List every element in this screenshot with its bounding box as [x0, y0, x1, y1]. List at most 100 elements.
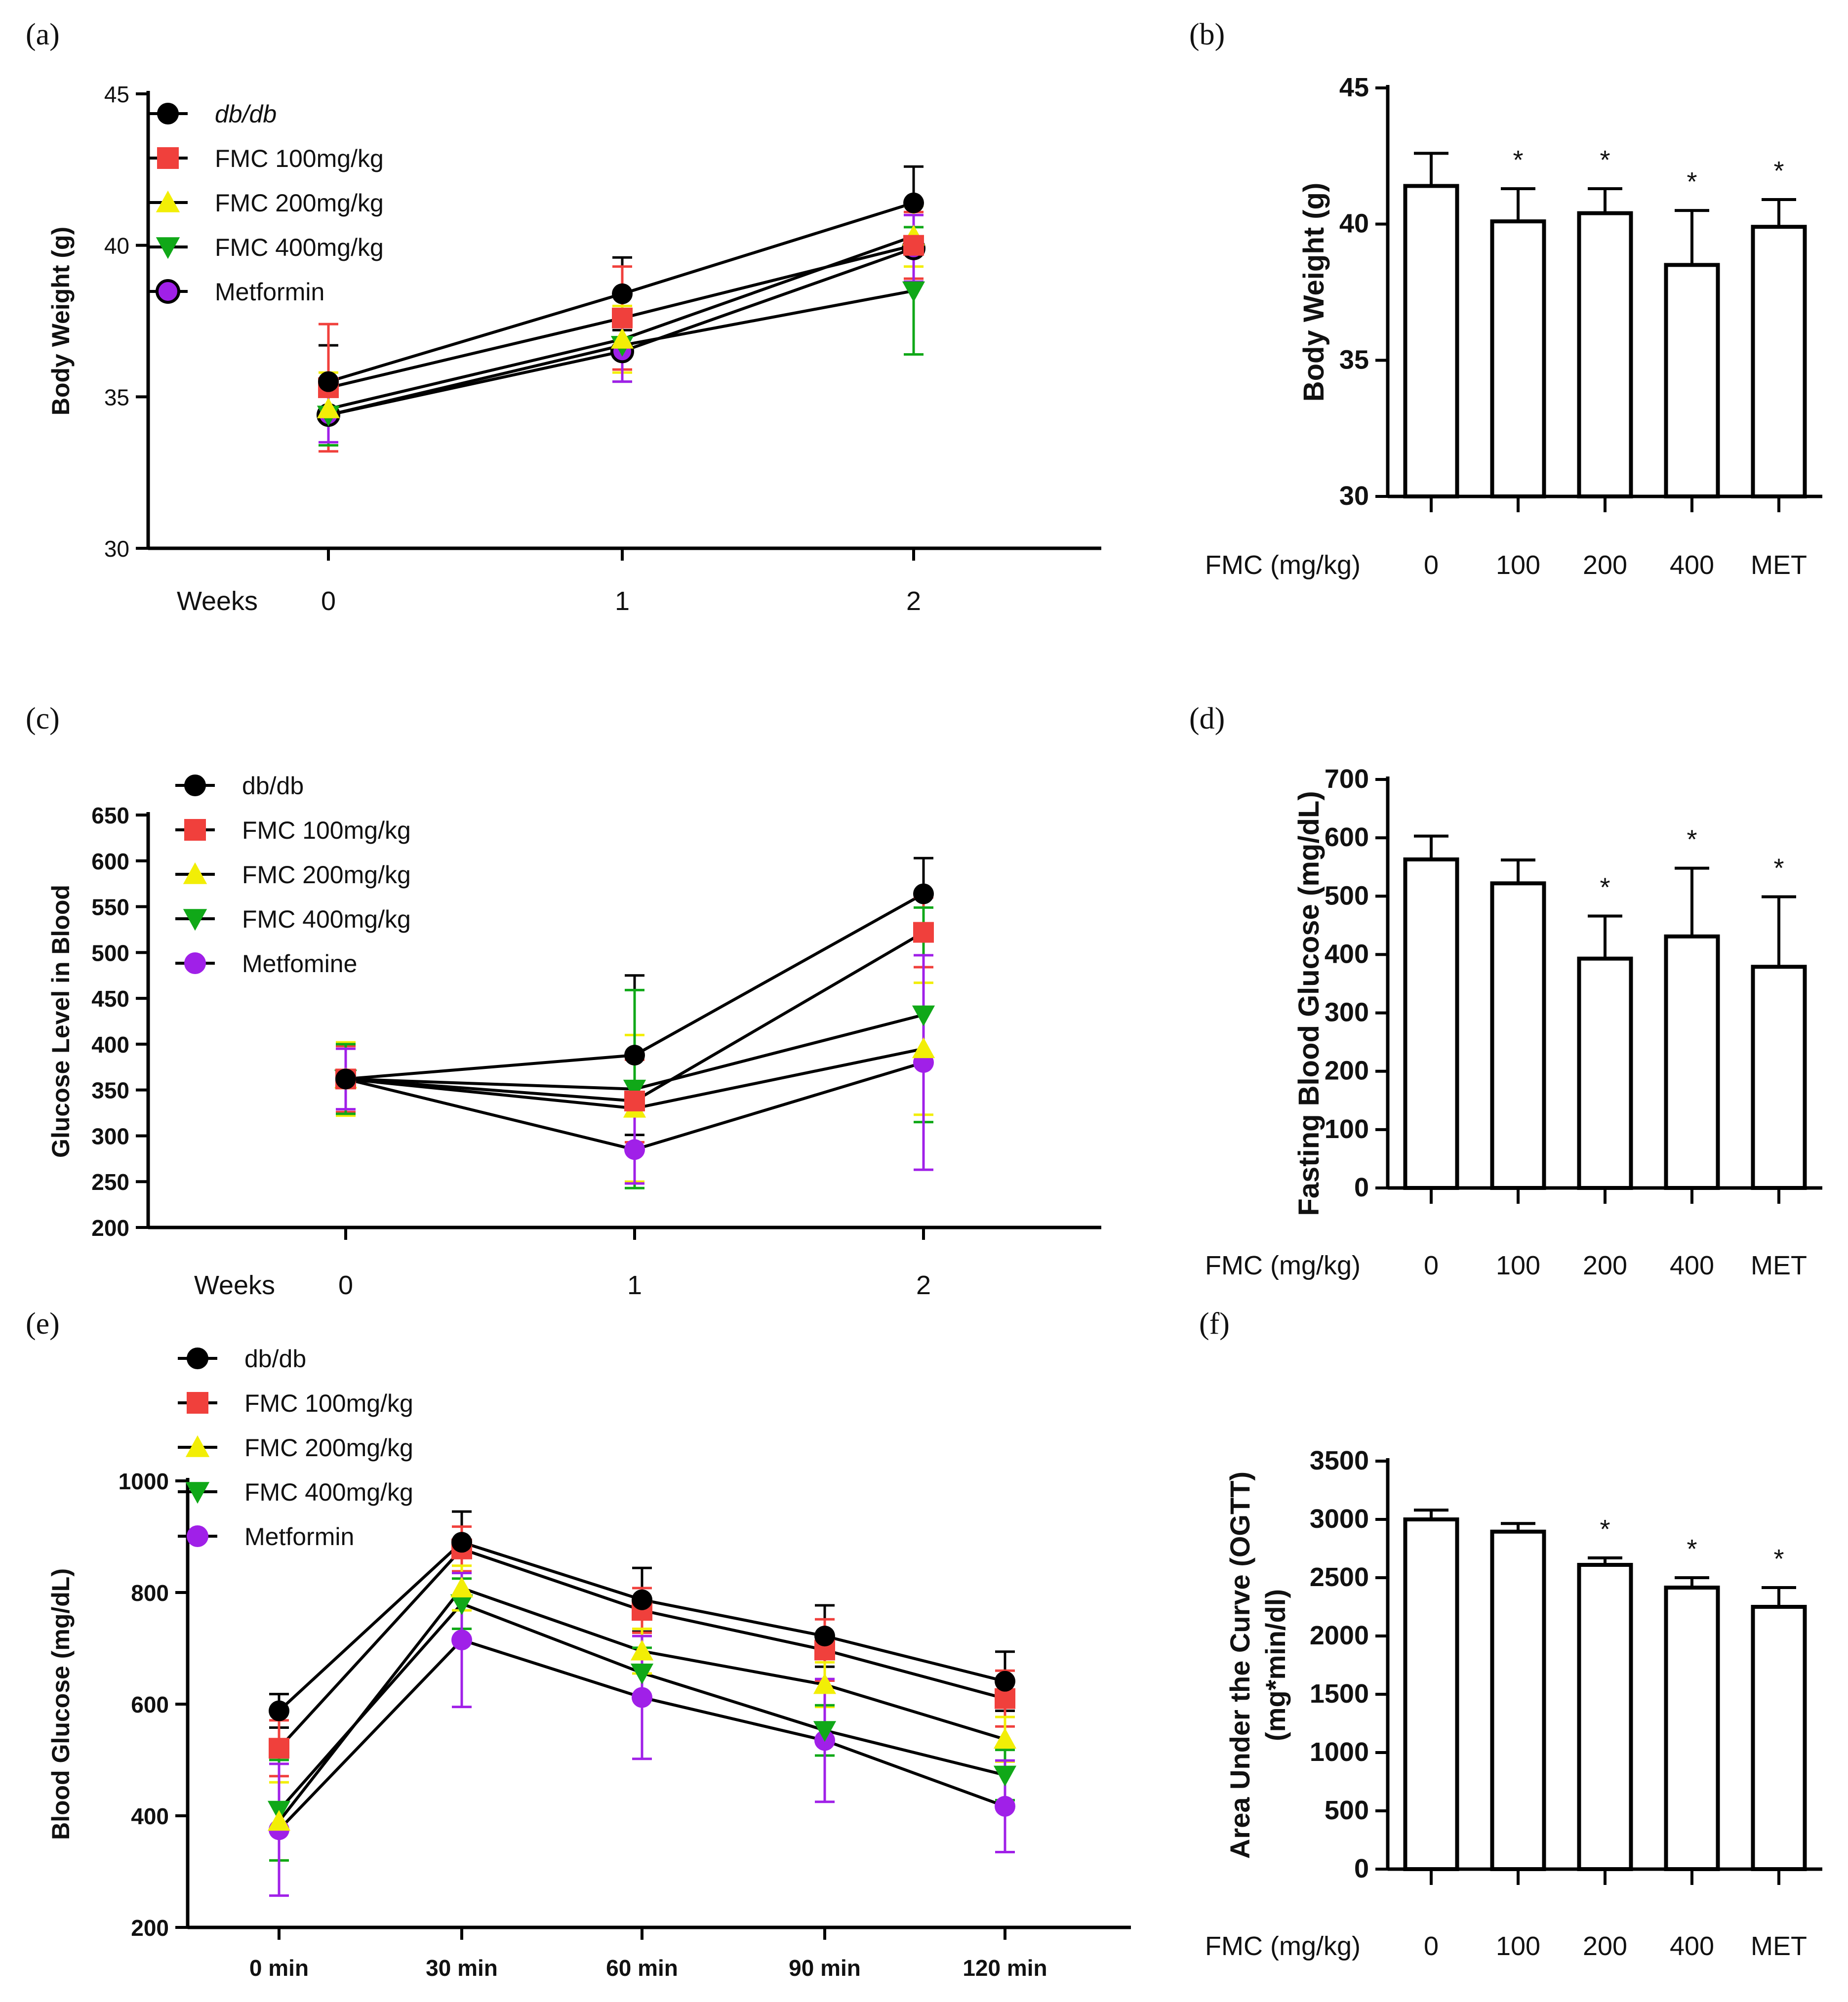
bar [1751, 1605, 1807, 1871]
x-tick-label: 0 min [249, 1955, 309, 1981]
x-tick-label: 0 [1424, 550, 1439, 580]
y-tick-label: 650 [91, 803, 129, 828]
panel-f-label: (f) [1199, 1307, 1230, 1341]
legend-entry-2: FMC 200mg/kg [242, 861, 411, 889]
y-tick-label: 45 [1339, 73, 1369, 102]
data-point-2 [993, 1728, 1017, 1749]
y-tick-label: 3000 [1310, 1504, 1369, 1534]
y-tick-label: 800 [131, 1580, 169, 1606]
x-tick-label: 120 min [963, 1955, 1047, 1981]
legend-marker-0 [157, 103, 179, 124]
y-tick-label: 400 [131, 1803, 169, 1829]
bar [1664, 263, 1720, 498]
significance-star: * [1687, 167, 1697, 197]
panel-b: (b) 30 35 40 45 0 100 * 200 * 400 * MET * FMC (mg/kg)… [1189, 18, 1822, 580]
x-tick-label: 400 [1670, 1931, 1714, 1961]
y-tick-label: 300 [91, 1123, 129, 1149]
y-tick-label: 300 [1325, 998, 1369, 1027]
legend-marker-4 [184, 952, 206, 974]
y-tick-label: 350 [91, 1078, 129, 1103]
data-point-3 [630, 1663, 654, 1684]
legend-marker-2 [183, 862, 207, 884]
chart-b: 30 35 40 45 0 100 * 200 * 400 * MET * FMC (mg/kg) Body… [1205, 73, 1822, 580]
legend-entry-1: FMC 100mg/kg [215, 145, 384, 172]
data-point-3 [993, 1765, 1017, 1787]
x-tick-label: 0 [321, 586, 336, 616]
panel-e-label: (e) [26, 1307, 60, 1341]
data-point-4 [632, 1687, 652, 1708]
legend-marker-0 [187, 1348, 208, 1369]
data-point-1 [903, 235, 924, 256]
bar [1664, 934, 1720, 1190]
significance-star: * [1600, 145, 1610, 175]
data-point-0 [903, 192, 924, 213]
legend-marker-4 [156, 279, 180, 304]
data-point-2 [813, 1673, 837, 1694]
significance-star: * [1687, 1534, 1697, 1564]
chart-e: 200 400 600 800 1000 0 min 30 min 60 min 90 min 1… [47, 1345, 1131, 1981]
significance-star: * [1773, 853, 1784, 883]
data-point-0 [318, 371, 339, 392]
x-tick-label: 2 [906, 586, 921, 616]
data-point-2 [267, 1810, 291, 1831]
x-axis-label: FMC (mg/kg) [1205, 1251, 1361, 1280]
legend-marker-1 [157, 147, 179, 169]
legend-entry-4: Metfomine [242, 950, 357, 978]
y-tick-label: 500 [1325, 1796, 1369, 1825]
bar [1403, 1517, 1459, 1871]
x-tick-label: 90 min [789, 1955, 861, 1981]
data-point-1 [269, 1738, 289, 1759]
data-point-3 [813, 1721, 837, 1742]
y-tick-label: 600 [131, 1692, 169, 1717]
panel-d: (d) 0 100 200 300 400 500 600 700 0 100 200 * 400 * ME… [1189, 702, 1822, 1280]
y-axis-label: Glucose Level in Blood [47, 885, 75, 1158]
y-tick-label: 2500 [1310, 1562, 1369, 1592]
x-tick-label: 0 [338, 1270, 353, 1300]
legend-marker-2 [156, 190, 180, 212]
panel-b-label: (b) [1189, 18, 1225, 51]
y-tick-label: 600 [1325, 822, 1369, 852]
legend-entry-1: FMC 100mg/kg [244, 1389, 413, 1417]
bar [1751, 965, 1807, 1190]
y-tick-label: 600 [91, 849, 129, 874]
data-point-0 [632, 1589, 652, 1610]
x-tick-label: 1 [627, 1270, 642, 1300]
legend-entry-4: Metformin [244, 1523, 354, 1551]
y-tick-label: 200 [1325, 1056, 1369, 1086]
data-point-1 [995, 1688, 1015, 1709]
data-point-2 [630, 1639, 654, 1661]
legend-entry-1: FMC 100mg/kg [242, 817, 411, 844]
data-point-3 [912, 1005, 935, 1026]
bar [1490, 1529, 1546, 1871]
y-tick-label: 3500 [1310, 1446, 1369, 1475]
y-tick-label: 40 [1339, 209, 1369, 239]
data-point-1 [612, 307, 633, 328]
x-tick-label: MET [1751, 550, 1807, 580]
legend-entry-2: FMC 200mg/kg [244, 1434, 413, 1462]
chart-a: 30 35 40 45 0 1 2 Weeks Body Weight (g) db/db FMC … [47, 82, 1101, 616]
x-tick-label: 100 [1496, 1251, 1540, 1280]
significance-star: * [1600, 1514, 1610, 1544]
legend-entry-3: FMC 400mg/kg [242, 905, 411, 933]
x-tick-label: 0 [1424, 1931, 1439, 1961]
y-tick-label: 1000 [119, 1469, 169, 1494]
chart-f: 0 500 1000 1500 2000 2500 3000 3500 0 100 200 * 400 *… [1205, 1446, 1822, 1961]
data-point-4 [995, 1796, 1015, 1817]
y-tick-label: 400 [1325, 939, 1369, 969]
y-tick-label: 1500 [1310, 1679, 1369, 1709]
y-tick-label: 0 [1354, 1173, 1369, 1202]
panel-d-label: (d) [1189, 702, 1225, 735]
data-point-3 [623, 1079, 646, 1101]
legend-marker-2 [185, 1435, 210, 1457]
data-point-0 [269, 1700, 289, 1721]
x-tick-label: 200 [1583, 1931, 1627, 1961]
data-point-2 [610, 327, 634, 349]
bar [1664, 1586, 1720, 1872]
panel-e: (e) 200 400 600 800 1000 0 min 30 min 60 min 90 … [26, 1307, 1131, 1981]
x-tick-label: 200 [1583, 1251, 1627, 1280]
legend-entry-0: db/db [242, 772, 304, 800]
data-point-4 [451, 1630, 472, 1651]
bar [1490, 881, 1546, 1190]
x-tick-label: 400 [1670, 1251, 1714, 1280]
y-tick-label: 30 [1339, 481, 1369, 511]
